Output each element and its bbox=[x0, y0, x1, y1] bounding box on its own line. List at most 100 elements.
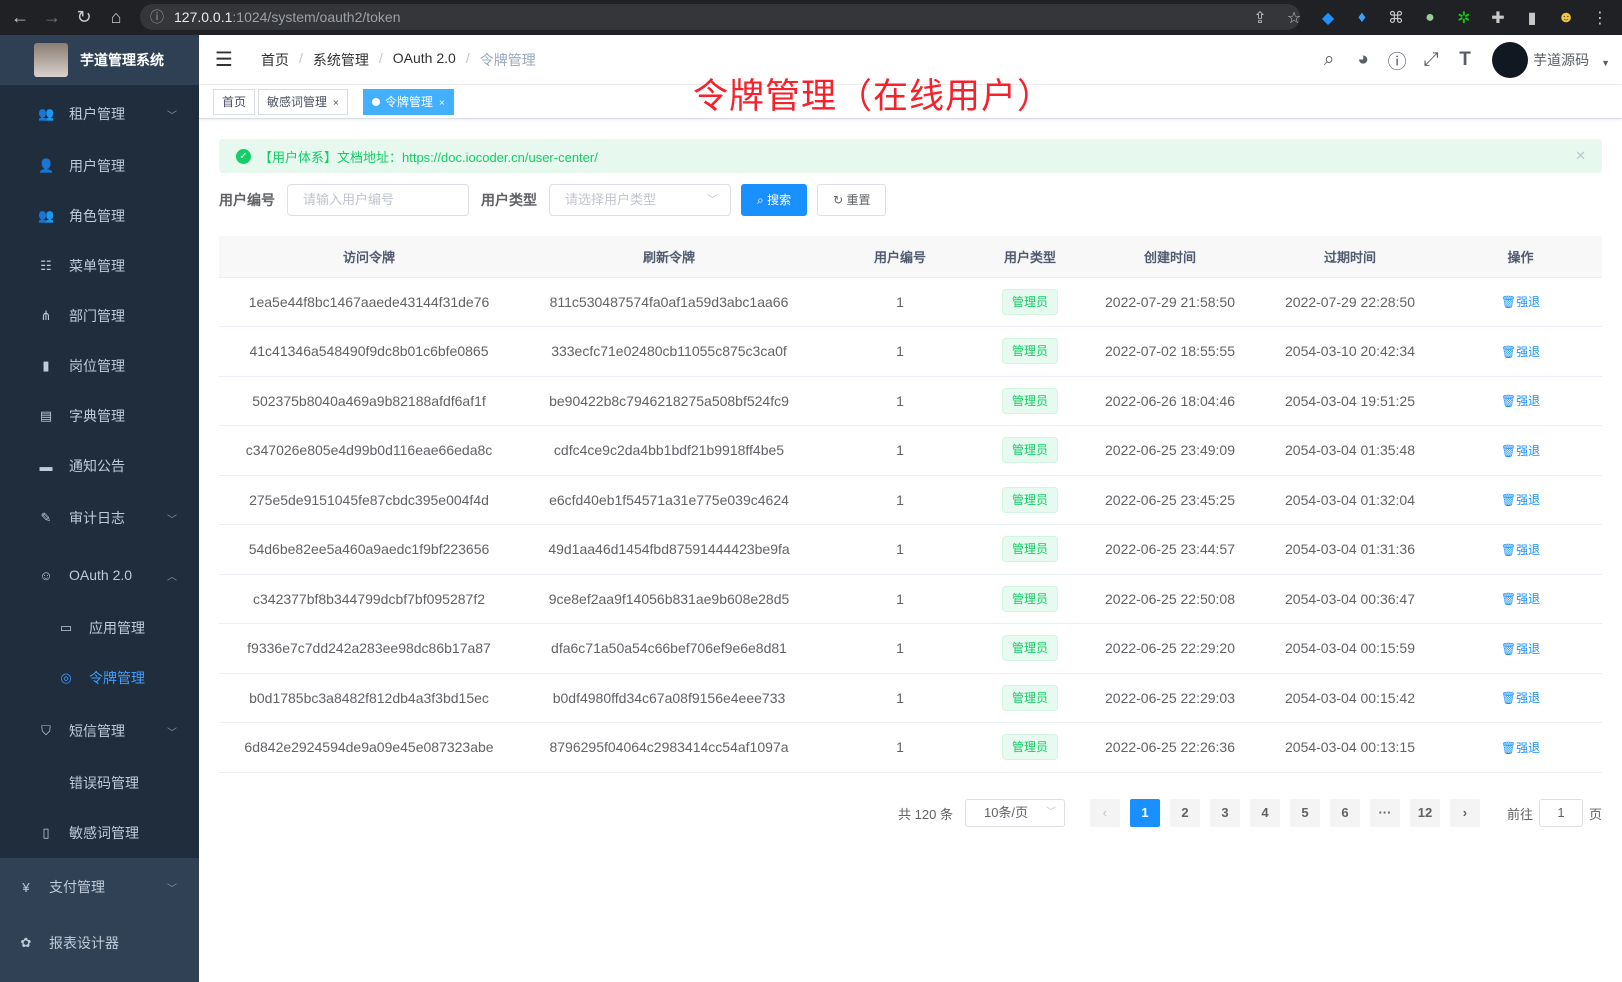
puzzle-icon[interactable]: ✚ bbox=[1491, 9, 1505, 27]
sidebar-item[interactable]: ▤ 字典管理 bbox=[0, 394, 199, 438]
table-cell: 2022-06-25 23:45:25 bbox=[1079, 475, 1261, 525]
star-icon[interactable]: ☆ bbox=[1286, 9, 1302, 27]
force-logout-button[interactable]: 🗑强退 bbox=[1500, 691, 1541, 706]
delete-icon: 🗑 bbox=[1500, 592, 1517, 607]
avatar[interactable] bbox=[1492, 42, 1529, 78]
sidebar-item-label: 令牌管理 bbox=[89, 670, 145, 686]
sidebar-item-label: 通知公告 bbox=[69, 458, 125, 474]
page-button[interactable]: 2 bbox=[1169, 799, 1200, 827]
extension-icon[interactable]: ♦ bbox=[1357, 8, 1367, 26]
force-logout-button[interactable]: 🗑强退 bbox=[1500, 493, 1541, 508]
profile-icon[interactable]: ☻ bbox=[1557, 8, 1575, 26]
force-logout-button[interactable]: 🗑强退 bbox=[1500, 641, 1541, 656]
table-cell: 2054-03-04 01:32:04 bbox=[1261, 475, 1439, 525]
home-icon[interactable]: ⌂ bbox=[110, 7, 122, 27]
table-cell: 275e5de9151045fe87cbdc395e004f4d bbox=[219, 475, 519, 525]
sidebar-item[interactable]: 错误码管理 bbox=[0, 761, 199, 805]
money-icon: ¥ bbox=[22, 879, 30, 895]
force-logout-button[interactable]: 🗑强退 bbox=[1500, 542, 1541, 557]
table-row: c342377bf8b344799dcbf7bf095287f2 9ce8ef2a… bbox=[219, 574, 1602, 624]
forward-icon[interactable]: → bbox=[43, 7, 61, 27]
caret-down-icon[interactable]: ▼ bbox=[1601, 58, 1610, 68]
logo-image bbox=[34, 43, 68, 77]
share-icon[interactable]: ⇪ bbox=[1253, 9, 1267, 27]
search-button[interactable]: ⌕ 搜索 bbox=[741, 184, 808, 216]
navbar: ☰ 首页 / 系统管理 / OAuth 2.0/ 令牌管理 ⌕ ◕ ⓘ ⤢ T 芋道… bbox=[199, 35, 1622, 85]
table-cell: 2054-03-04 01:31:36 bbox=[1261, 524, 1439, 575]
tag-sensitive-word[interactable]: 敏感词管理 × bbox=[258, 89, 348, 115]
sidebar-item[interactable]: ¥ 支付管理 ﹀ bbox=[0, 865, 199, 909]
sidebar-item[interactable]: ☷ 菜单管理 bbox=[0, 244, 199, 288]
page-button[interactable]: 3 bbox=[1209, 799, 1240, 827]
tag-token[interactable]: 令牌管理 × bbox=[363, 89, 454, 115]
fullscreen-icon[interactable]: ⤢ bbox=[1423, 49, 1439, 70]
force-logout-button[interactable]: 🗑强退 bbox=[1500, 394, 1541, 409]
table-cell: 2022-06-25 23:44:57 bbox=[1079, 524, 1261, 575]
logo[interactable]: 芋道管理系统 bbox=[0, 35, 199, 85]
breadcrumb-item[interactable]: OAuth 2.0 bbox=[392, 49, 456, 66]
close-icon[interactable]: × bbox=[333, 98, 339, 109]
user-type-select[interactable]: 请选择用户类型 ﹀ bbox=[549, 184, 731, 216]
force-logout-button[interactable]: 🗑强退 bbox=[1500, 740, 1541, 755]
sidebar-item[interactable]: ✿ 报表设计器 bbox=[0, 921, 199, 965]
sidebar-item[interactable]: ▯ 敏感词管理 bbox=[0, 811, 199, 855]
force-logout-button[interactable]: 🗑强退 bbox=[1500, 592, 1541, 607]
table-cell: 2054-03-04 00:15:42 bbox=[1261, 673, 1439, 723]
sidebar-item[interactable]: ▬ 通知公告 bbox=[0, 444, 199, 488]
table-cell: 333ecfc71e02480cb11055c875c3ca0f bbox=[519, 326, 819, 377]
sidepanel-icon[interactable]: ▮ bbox=[1527, 9, 1537, 27]
search-icon[interactable]: ⌕ bbox=[1323, 49, 1335, 70]
page-button[interactable]: 12 bbox=[1409, 799, 1440, 827]
page-button[interactable]: 4 bbox=[1249, 799, 1280, 827]
prev-page-button[interactable]: ‹ bbox=[1089, 799, 1120, 827]
force-logout-button[interactable]: 🗑强退 bbox=[1500, 344, 1541, 359]
breadcrumb-item[interactable]: 首页 bbox=[261, 51, 289, 68]
sidebar-item[interactable]: 👥 角色管理 bbox=[0, 194, 199, 238]
sidebar-item[interactable]: ☺ OAuth 2.0 ︿ bbox=[0, 553, 199, 597]
address-bar[interactable]: ⓘ 127.0.0.1:1024/system/oauth2/token bbox=[140, 4, 1300, 30]
next-page-button[interactable]: › bbox=[1449, 799, 1480, 827]
sidebar-item[interactable]: ▮ 岗位管理 bbox=[0, 344, 199, 388]
table-cell: 2054-03-10 20:42:34 bbox=[1261, 326, 1439, 377]
font-size-icon[interactable]: T bbox=[1459, 49, 1471, 70]
table-cell: 2022-07-02 18:55:55 bbox=[1079, 326, 1261, 377]
username[interactable]: 芋道源码 bbox=[1533, 52, 1590, 68]
page-button[interactable]: 5 bbox=[1289, 799, 1320, 827]
page-button[interactable]: 1 bbox=[1129, 799, 1160, 827]
force-logout-button[interactable]: 🗑强退 bbox=[1500, 295, 1541, 310]
tag-home[interactable]: 首页 bbox=[213, 89, 256, 115]
goto-page-input[interactable]: 1 bbox=[1538, 799, 1583, 827]
sidebar-item-label: 错误码管理 bbox=[69, 775, 139, 791]
sidebar-item[interactable]: ▭ 应用管理 bbox=[0, 606, 199, 650]
page-button[interactable]: 6 bbox=[1329, 799, 1360, 827]
hamburger-icon[interactable]: ☰ bbox=[215, 49, 233, 71]
extension-icon[interactable]: ◆ bbox=[1321, 9, 1335, 27]
sidebar-item[interactable]: ⋔ 部门管理 bbox=[0, 294, 199, 338]
extension-icon[interactable]: ● bbox=[1425, 8, 1435, 26]
page-button[interactable]: ··· bbox=[1369, 799, 1400, 827]
question-icon[interactable]: ⓘ bbox=[1387, 51, 1407, 73]
sidebar-item[interactable]: 👤 用户管理 bbox=[0, 144, 199, 188]
extension-icon[interactable]: ⌘ bbox=[1388, 9, 1404, 27]
table-cell: be90422b8c7946218275a508bf524fc9 bbox=[519, 376, 819, 426]
reset-button[interactable]: ↻ 重置 bbox=[817, 184, 887, 216]
dict-icon: ▤ bbox=[39, 408, 53, 423]
user-type-badge: 管理员 bbox=[1001, 536, 1058, 563]
extension-icon[interactable]: ✲ bbox=[1457, 9, 1471, 27]
force-logout-button[interactable]: 🗑强退 bbox=[1500, 443, 1541, 458]
sidebar-item[interactable]: ⛉ 短信管理 ﹀ bbox=[0, 709, 199, 753]
breadcrumb-item[interactable]: 系统管理 bbox=[312, 51, 369, 68]
page-size-select[interactable]: 10条/页 ﹀ bbox=[964, 799, 1065, 827]
user-id-input[interactable]: 请输入用户编号 bbox=[287, 184, 469, 216]
close-icon[interactable]: × bbox=[439, 98, 445, 109]
github-icon[interactable]: ◕ bbox=[1357, 49, 1369, 70]
more-icon[interactable]: ⋮ bbox=[1592, 9, 1608, 27]
reload-icon[interactable]: ↻ bbox=[76, 7, 92, 27]
sidebar-item[interactable]: 👥 租户管理 ﹀ bbox=[0, 92, 199, 136]
table-cell: b0d1785bc3a8482f812db4a3f3bd15ec bbox=[219, 673, 519, 723]
sidebar-item[interactable]: ◎ 令牌管理 bbox=[0, 656, 199, 700]
alert-text[interactable]: 【用户体系】文档地址：https://doc.iocoder.cn/user-c… bbox=[259, 149, 598, 165]
close-icon[interactable]: ✕ bbox=[1575, 148, 1586, 163]
sidebar-item[interactable]: ✎ 审计日志 ﹀ bbox=[0, 496, 199, 540]
back-icon[interactable]: ← bbox=[11, 7, 29, 27]
